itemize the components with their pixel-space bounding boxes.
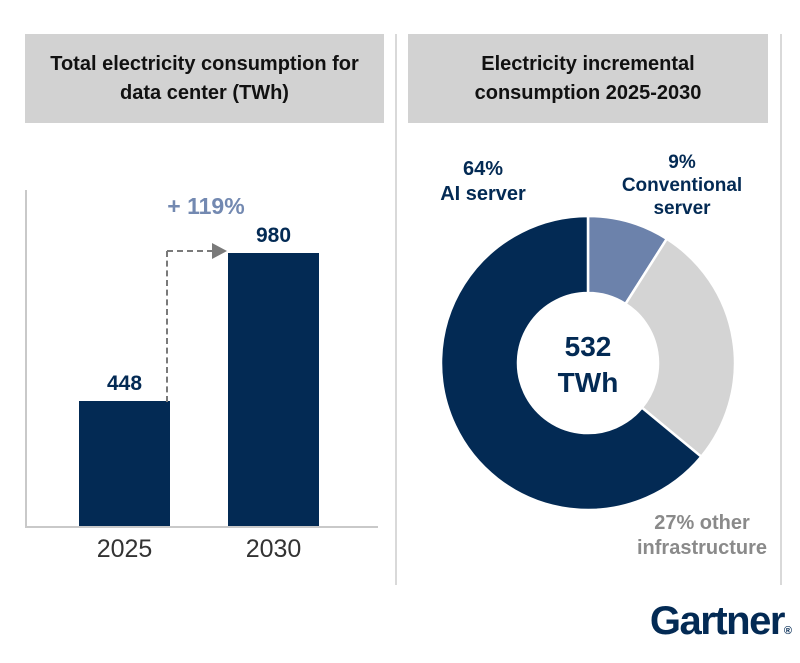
registered-trademark-icon: ® xyxy=(783,625,792,637)
gartner-wordmark: Gartner xyxy=(649,599,786,643)
donut-label-ai-server: 64% AI server xyxy=(398,157,568,207)
ai-server-pct: 64% xyxy=(462,158,504,180)
bar-2025-value-label: 448 xyxy=(106,372,143,395)
donut-label-other-infrastructure: 27% other infrastructure xyxy=(612,511,792,561)
conventional-name-line2: server xyxy=(653,198,711,219)
x-tick-2030: 2030 xyxy=(245,535,302,563)
right-chart-title: Electricity incremental consumption 2025… xyxy=(408,34,768,123)
bar-chart-x-axis xyxy=(25,526,378,528)
growth-annotation: + 119% xyxy=(167,193,245,219)
bar-2025 xyxy=(79,401,170,526)
left-chart-title: Total electricity consumption for data c… xyxy=(25,34,384,123)
gartner-logo: Gartner® xyxy=(600,599,792,644)
dashed-arrow-vertical xyxy=(166,251,168,402)
other-name-line2: infrastructure xyxy=(636,537,768,559)
panel-divider xyxy=(395,34,397,585)
other-pct-line1: 27% other xyxy=(654,512,750,534)
conventional-name-line1: Conventional xyxy=(621,175,743,196)
donut-label-conventional-server: 9% Conventional server xyxy=(597,151,767,220)
ai-server-name: AI server xyxy=(440,183,526,205)
donut-center-value: 532 xyxy=(564,331,612,362)
conventional-pct: 9% xyxy=(668,152,696,173)
donut-center-label: 532 TWh xyxy=(528,329,648,401)
donut-center-unit: TWh xyxy=(557,367,619,398)
donut-segment-other-infrastructure xyxy=(623,237,737,459)
donut-segment-ai-server xyxy=(439,214,704,512)
donut-chart xyxy=(439,214,737,512)
arrow-head-icon xyxy=(212,243,227,259)
x-tick-2025: 2025 xyxy=(96,535,153,563)
bar-2030-value-label: 980 xyxy=(255,224,292,247)
dashed-arrow-horizontal xyxy=(167,250,213,252)
bar-2030 xyxy=(228,253,319,526)
right-border-divider xyxy=(780,34,782,585)
bar-chart-y-axis xyxy=(25,190,27,528)
